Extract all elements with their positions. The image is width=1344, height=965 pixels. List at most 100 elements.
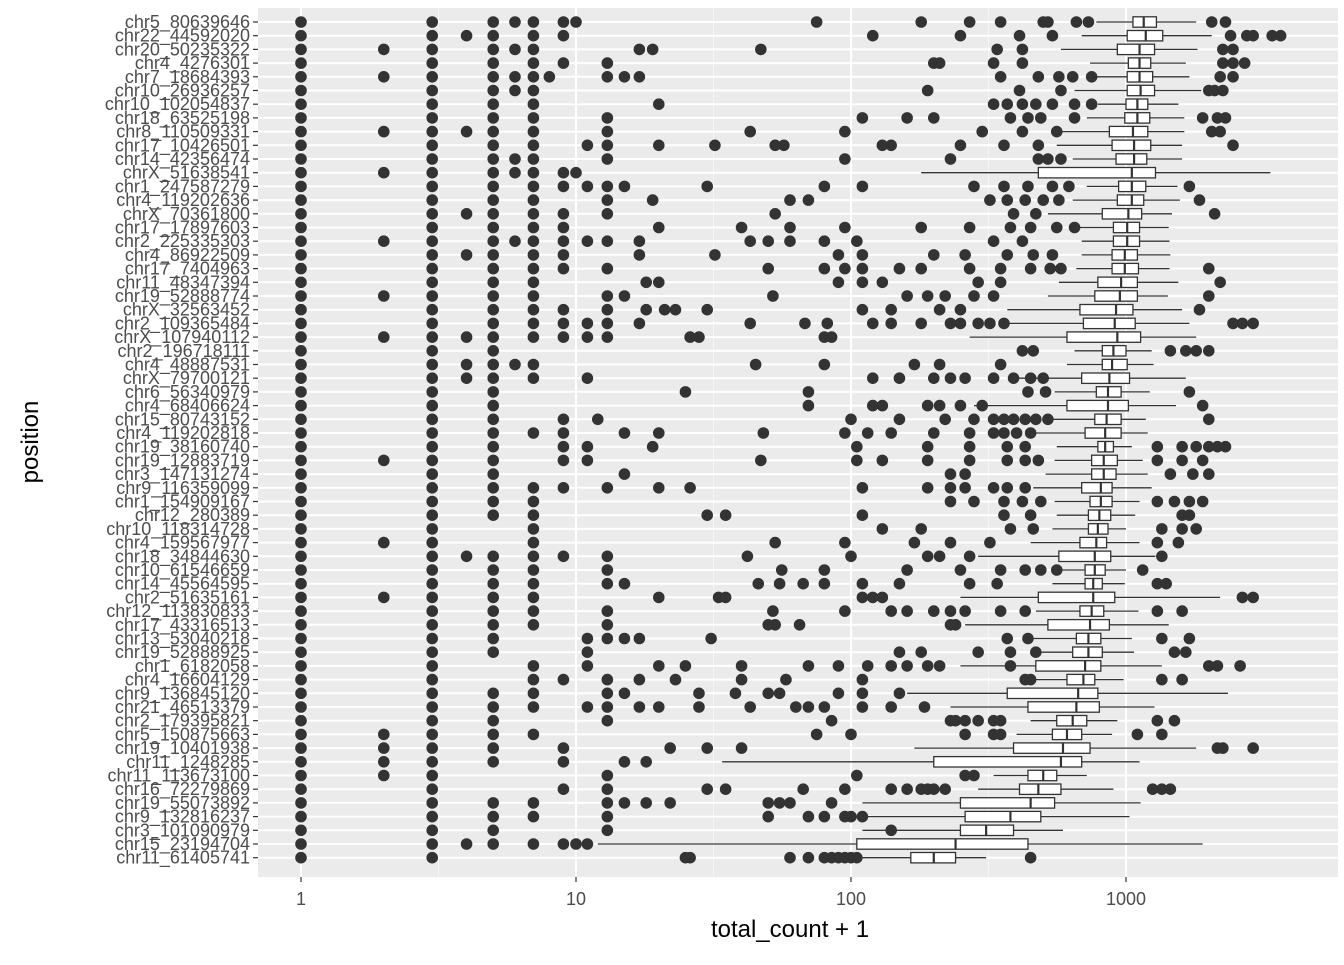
outlier-point <box>601 714 614 727</box>
outlier-point <box>1214 71 1226 83</box>
outlier-point <box>1022 632 1034 645</box>
y-tick-label: chr17_17897603 <box>115 218 250 239</box>
outlier-point <box>601 687 614 700</box>
y-tick-label: chr19_38160740 <box>115 437 250 458</box>
box-iqr <box>1084 427 1122 439</box>
outlier-point <box>601 208 614 220</box>
outlier-point <box>959 605 971 617</box>
y-tick-label: chrX_70361800 <box>123 204 250 225</box>
outlier-point <box>633 673 646 686</box>
outlier-point <box>1196 399 1209 412</box>
y-tick-label: chr2_51635161 <box>125 587 250 608</box>
y-tick-label: chr19_52888925 <box>115 642 250 663</box>
outlier-point <box>1013 84 1026 97</box>
outlier-point <box>984 536 996 549</box>
outlier-point <box>851 235 863 247</box>
outlier-point <box>1202 413 1215 426</box>
outlier-point <box>426 838 439 850</box>
outlier-point <box>557 166 570 179</box>
outlier-point <box>933 57 946 69</box>
outlier-point <box>693 331 705 343</box>
outlier-point <box>487 303 500 316</box>
outlier-point <box>944 468 957 480</box>
outlier-point <box>901 112 913 124</box>
outlier-point <box>295 728 307 741</box>
y-tick-label: chr15_80743152 <box>115 409 250 430</box>
box-chr1_247587279 <box>1086 180 1178 193</box>
outlier-point <box>601 290 614 302</box>
outlier-point <box>295 386 307 398</box>
outlier-point <box>998 427 1010 439</box>
outlier-point <box>918 701 931 713</box>
outlier-point <box>426 440 439 453</box>
outlier-point <box>1016 235 1029 247</box>
outlier-point <box>1219 112 1232 124</box>
outlier-point <box>933 303 946 316</box>
outlier-point <box>1224 29 1237 42</box>
outlier-point <box>527 358 540 371</box>
outlier-point <box>901 660 913 672</box>
y-tick-label: chr11_48347394 <box>116 272 250 293</box>
outlier-point <box>959 769 971 782</box>
y-tick-label: chr19_55073892 <box>115 793 250 814</box>
outlier-point <box>876 523 889 535</box>
outlier-point <box>581 180 594 193</box>
outlier-point <box>1085 98 1098 110</box>
outlier-point <box>601 112 614 124</box>
box-iqr <box>1082 317 1136 330</box>
outlier-point <box>487 331 500 343</box>
box-chr4_4276301 <box>1090 57 1186 69</box>
boxplot-series <box>597 16 1271 864</box>
outlier-point <box>856 577 869 590</box>
outlier-point <box>684 482 696 494</box>
outlier-point <box>693 687 705 700</box>
outlier-point <box>1032 71 1045 83</box>
outlier-point <box>825 797 838 809</box>
outlier-point <box>618 577 631 590</box>
y-tick-label: chr12_280389 <box>135 505 250 526</box>
outlier-point <box>1227 43 1239 56</box>
outlier-point <box>1176 454 1188 467</box>
outlier-point <box>1211 660 1224 672</box>
outlier-point <box>802 810 815 823</box>
outlier-point <box>581 372 594 385</box>
outlier-point <box>426 235 439 247</box>
outlier-point <box>1168 646 1181 658</box>
outlier-point <box>618 632 631 645</box>
outlier-point <box>701 303 714 316</box>
outlier-point <box>963 221 976 234</box>
outlier-point <box>856 701 869 713</box>
x-tick-label: 10 <box>566 889 586 909</box>
box-chr18_34844630 <box>978 550 1156 563</box>
box-iqr <box>1066 673 1096 686</box>
outlier-point <box>939 290 951 302</box>
outlier-point <box>1274 29 1287 42</box>
box-chrX_70361800 <box>1047 207 1173 220</box>
outlier-point <box>295 783 307 795</box>
outlier-point <box>426 591 439 604</box>
outlier-point <box>527 139 540 152</box>
outlier-point <box>646 43 659 56</box>
outlier-point <box>799 317 811 330</box>
outlier-point <box>426 290 439 302</box>
outlier-point <box>901 783 913 795</box>
outlier-point <box>601 139 614 152</box>
outlier-point <box>984 317 996 330</box>
outlier-point <box>797 577 809 590</box>
outlier-point <box>509 153 521 165</box>
outlier-point <box>426 468 439 480</box>
outlier-point <box>885 605 897 617</box>
outlier-point <box>570 16 582 28</box>
outlier-point <box>818 262 831 275</box>
outlier-point <box>426 783 439 795</box>
outlier-point <box>426 276 439 289</box>
outlier-point <box>377 235 390 247</box>
outlier-point <box>557 838 570 850</box>
outlier-point <box>856 262 869 275</box>
outlier-point <box>295 605 307 617</box>
y-tick-label: chr10_61546659 <box>115 560 250 581</box>
outlier-point <box>744 701 757 713</box>
outlier-point <box>968 769 980 782</box>
outlier-point <box>1030 98 1042 110</box>
outlier-point <box>557 440 570 453</box>
